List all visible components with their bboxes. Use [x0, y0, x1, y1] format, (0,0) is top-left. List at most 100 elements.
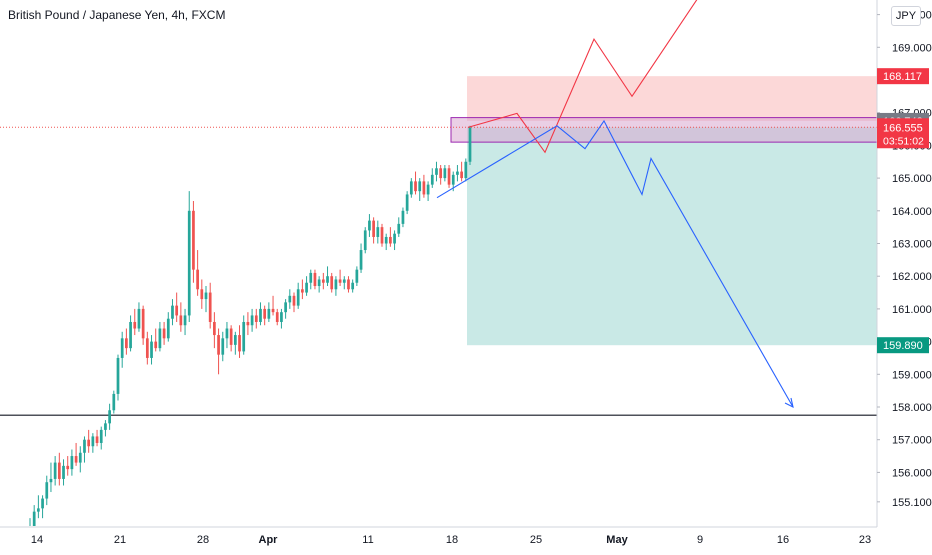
candle-body — [158, 328, 162, 349]
candle-body — [389, 236, 392, 244]
candle-body — [217, 335, 220, 355]
currency-button[interactable]: JPY — [891, 6, 921, 26]
x-tick-label: 11 — [362, 534, 373, 546]
candle-body — [187, 210, 191, 316]
candle-body — [317, 279, 321, 287]
projection-arrowhead — [784, 397, 794, 409]
candle-body — [355, 269, 359, 283]
candle-body — [196, 269, 199, 290]
candle-body — [393, 233, 396, 244]
candle-body — [342, 279, 346, 283]
candle-body — [213, 321, 216, 336]
candle-body — [280, 312, 283, 322]
stop-loss-zone — [467, 76, 877, 121]
candle-body — [133, 321, 137, 329]
candle-body — [271, 308, 275, 313]
candle-body — [37, 508, 40, 512]
candle-body — [108, 410, 111, 424]
candle-body — [66, 465, 70, 470]
candle-body — [57, 462, 61, 479]
candle-body — [150, 341, 153, 358]
countdown-label: 03:51:02 — [883, 135, 924, 147]
candle-body — [87, 439, 91, 447]
candle-body — [229, 328, 233, 345]
candle-body — [418, 181, 422, 192]
candle-body — [99, 429, 103, 443]
current-price-bg — [877, 118, 929, 149]
x-tick-label: Apr — [259, 534, 279, 546]
candle-body — [233, 335, 237, 345]
candle-body — [451, 174, 455, 185]
candle-body — [175, 305, 179, 316]
candle-body — [116, 357, 120, 394]
candle-body — [313, 272, 317, 287]
candle-body — [363, 230, 367, 251]
candle-body — [288, 295, 292, 303]
candle-body — [62, 465, 65, 479]
y-tick-label: 164.000 — [892, 206, 932, 218]
candle-body — [137, 308, 141, 329]
candle-body — [376, 227, 380, 237]
candle-body — [41, 498, 44, 509]
candle-body — [301, 289, 304, 293]
candle-body — [242, 321, 246, 352]
candle-body — [129, 321, 132, 349]
x-tick-label: 16 — [777, 534, 789, 546]
candle-body — [422, 181, 426, 195]
candle-body — [78, 452, 82, 463]
candle-body — [154, 341, 158, 349]
candle-body — [208, 292, 212, 322]
candle-body — [309, 272, 313, 283]
candle-body — [384, 236, 388, 244]
bearish-projection-path — [436, 119, 794, 408]
candle-body — [456, 171, 459, 175]
candle-body — [443, 168, 447, 179]
candle-body — [162, 328, 166, 339]
candle-body — [104, 423, 107, 430]
candle-body — [166, 318, 170, 339]
candle-body — [284, 302, 287, 313]
projection-paths — [436, 0, 794, 409]
candle-body — [414, 181, 417, 192]
candle-body — [409, 181, 413, 195]
y-tick-label: 165.000 — [892, 173, 932, 185]
y-tick-label: 155.100 — [892, 497, 932, 509]
candle-body — [430, 174, 434, 185]
x-tick-label: 18 — [446, 534, 458, 546]
candle-body — [296, 289, 300, 306]
candle-body — [464, 161, 468, 179]
bullish-projection-path — [467, 0, 698, 154]
candle-body — [179, 315, 183, 326]
candle-body — [263, 308, 267, 319]
candle-body — [468, 127, 472, 162]
candle-body — [83, 439, 86, 453]
x-tick-label: 14 — [31, 534, 43, 546]
candle-body — [91, 436, 95, 447]
candle-body — [45, 482, 49, 499]
candle-body — [145, 338, 149, 358]
candle-body — [183, 315, 187, 326]
target-price-label-bg — [877, 337, 929, 354]
candle-body — [372, 220, 375, 237]
candle-body — [250, 315, 254, 326]
candle-body — [330, 276, 334, 290]
x-tick-label: 9 — [697, 534, 703, 546]
candle-body — [439, 168, 443, 179]
candle-body — [238, 335, 241, 352]
candle-body — [49, 478, 53, 483]
candle-body — [141, 308, 145, 339]
candle-body — [204, 292, 208, 300]
candle-body — [397, 223, 401, 234]
y-tick-label: 159.000 — [892, 369, 932, 381]
candle-body — [246, 321, 250, 326]
x-tick-label: 23 — [859, 534, 871, 546]
y-tick-label: 157.000 — [892, 435, 932, 447]
candle-body — [368, 220, 371, 231]
candle-body — [171, 305, 174, 319]
candle-body — [347, 279, 350, 290]
candle-body — [275, 312, 279, 322]
candle-body — [200, 289, 204, 300]
candle-body — [112, 393, 116, 411]
